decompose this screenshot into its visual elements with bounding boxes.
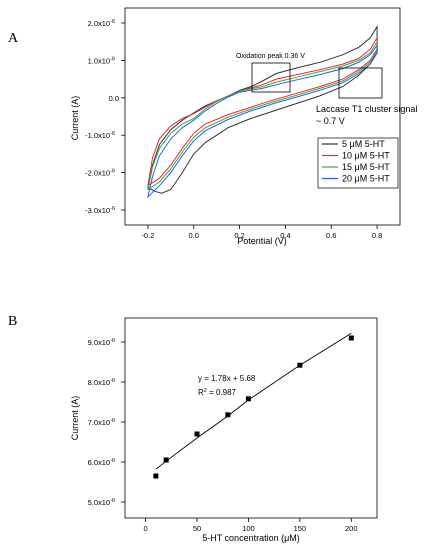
calibration-x-tick-label: 200 xyxy=(345,524,358,533)
fit-line xyxy=(155,332,352,470)
cv-x-tick-label: 0.6 xyxy=(326,231,336,240)
r-squared-exponent: 2 xyxy=(204,388,207,394)
data-point-7 xyxy=(348,335,354,341)
calibration-x-tick-label: 150 xyxy=(294,524,307,533)
r-squared-symbol: R xyxy=(198,388,204,397)
legend-label-4: 20 μM 5-HT xyxy=(342,174,390,184)
cv-x-tick-label: -0.2 xyxy=(141,231,154,240)
cv-y-tick-label: 2.0x10-6 xyxy=(88,19,115,28)
cv-curve-4 xyxy=(147,43,378,199)
cv-y-tick-label: -2.0x10-6 xyxy=(85,169,115,178)
cv-y-axis-label: Current (A) xyxy=(70,96,80,141)
legend-label-1: 5 μM 5-HT xyxy=(342,139,385,149)
panel-b-label: B xyxy=(8,314,17,329)
calibration-y-tick-label: 7.0x10-6 xyxy=(88,418,115,427)
legend-label-2: 10 μM 5-HT xyxy=(342,151,390,161)
r-squared-value: = 0.987 xyxy=(207,388,237,397)
calibration-chart: 0 50 100 150 200 5.0x10-6 6.0x10-6 7.0x10-6 8.0x… xyxy=(70,317,378,543)
panel-a-label: A xyxy=(8,31,19,46)
data-point-4 xyxy=(225,412,231,418)
laccase-annotation-line1: Laccase T1 cluster signal xyxy=(316,104,417,114)
cv-curve-1 xyxy=(147,24,378,194)
calibration-y-tick-label: 6.0x10-6 xyxy=(88,458,115,467)
calibration-x-tick-label: 0 xyxy=(143,524,147,533)
calibration-y-tick-label: 5.0x10-6 xyxy=(88,498,115,507)
calibration-x-tick-label: 100 xyxy=(242,524,255,533)
cv-curve-2 xyxy=(147,36,378,187)
cv-y-tick-label: 1.0x10-6 xyxy=(88,56,115,65)
cv-x-tick-label: 0.0 xyxy=(189,231,199,240)
cv-curve-3 xyxy=(147,39,378,191)
data-point-6 xyxy=(297,362,303,368)
fit-equation: y = 1.78x + 5.68 xyxy=(198,374,256,383)
cv-chart: -0.2 0.0 0.2 0.4 0.6 0.8 -3.0x10-6 -2.0x10-6 -1.… xyxy=(70,7,417,246)
cv-y-tick-label: -1.0x10-6 xyxy=(85,131,115,140)
calibration-y-tick-label: 8.0x10-6 xyxy=(88,378,115,387)
cv-y-tick-label: -3.0x10-6 xyxy=(85,206,115,215)
oxidation-peak-annotation: Oxidation peak 0.36 V xyxy=(236,53,305,60)
cv-x-tick-label: 0.2 xyxy=(234,231,244,240)
calibration-x-axis-label: 5-HT concentration (μM) xyxy=(202,533,300,543)
calibration-y-tick-label: 9.0x10-6 xyxy=(88,338,115,347)
calibration-x-tick-label: 50 xyxy=(193,524,201,533)
calibration-plot-frame xyxy=(124,317,378,519)
legend-label-3: 15 μM 5-HT xyxy=(342,162,390,172)
cv-y-tick-label: 0.0 xyxy=(109,94,119,103)
cv-plot-frame xyxy=(124,7,401,226)
r-squared-label: R2 = 0.987 xyxy=(198,388,237,397)
calibration-y-axis-label: Current (A) xyxy=(70,396,80,441)
data-point-3 xyxy=(194,431,200,437)
cv-x-tick-label: 0.8 xyxy=(372,231,382,240)
cv-x-axis-label: Potential (V) xyxy=(237,236,287,246)
data-point-5 xyxy=(245,396,251,402)
legend-frame xyxy=(317,137,399,189)
laccase-signal-box xyxy=(338,67,383,99)
data-point-2 xyxy=(163,457,169,463)
data-point-1 xyxy=(153,473,159,479)
oxidation-peak-box xyxy=(251,62,291,93)
cv-x-tick-label: 0.4 xyxy=(280,231,290,240)
laccase-annotation-line2: ~ 0.7 V xyxy=(316,116,345,126)
